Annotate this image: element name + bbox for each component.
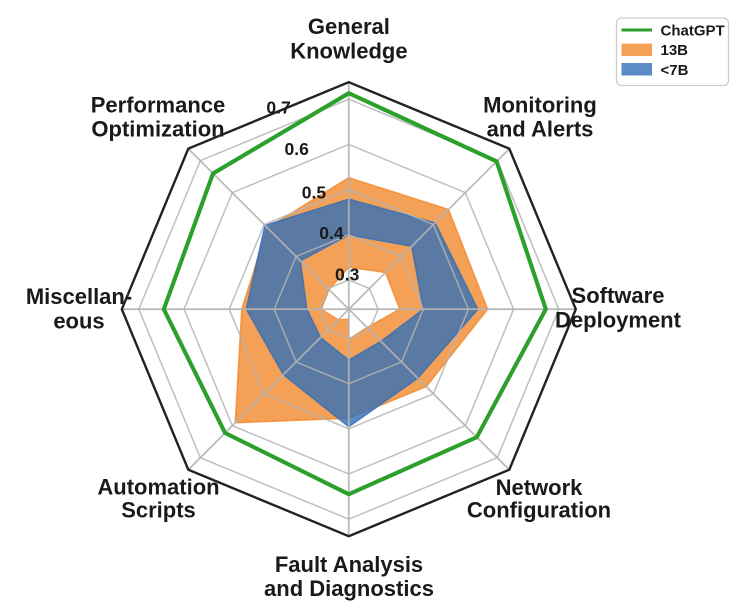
- svg-text:eous: eous: [53, 308, 104, 333]
- svg-text:Knowledge: Knowledge: [290, 39, 407, 64]
- svg-text:Network: Network: [496, 475, 584, 500]
- svg-text:<7B: <7B: [661, 62, 689, 79]
- svg-text:Performance: Performance: [91, 93, 226, 118]
- svg-text:and Alerts: and Alerts: [487, 117, 594, 142]
- svg-text:Optimization: Optimization: [91, 117, 224, 142]
- svg-text:0.5: 0.5: [302, 183, 327, 203]
- svg-text:0.7: 0.7: [266, 98, 290, 118]
- svg-text:Miscellan-: Miscellan-: [26, 284, 132, 309]
- svg-text:Automation: Automation: [97, 474, 219, 499]
- svg-text:13B: 13B: [661, 42, 689, 59]
- svg-text:Configuration: Configuration: [467, 497, 611, 522]
- svg-text:0.4: 0.4: [319, 223, 344, 243]
- svg-text:ChatGPT: ChatGPT: [661, 22, 725, 39]
- svg-text:Deployment: Deployment: [555, 307, 682, 332]
- svg-text:0.6: 0.6: [285, 139, 310, 159]
- svg-text:Scripts: Scripts: [121, 498, 196, 523]
- svg-text:Monitoring: Monitoring: [483, 93, 597, 118]
- svg-text:and Diagnostics: and Diagnostics: [264, 576, 434, 601]
- svg-text:General: General: [308, 14, 390, 39]
- svg-text:0.3: 0.3: [335, 265, 360, 285]
- svg-text:Fault Analysis: Fault Analysis: [275, 552, 423, 577]
- svg-text:Software: Software: [572, 283, 665, 308]
